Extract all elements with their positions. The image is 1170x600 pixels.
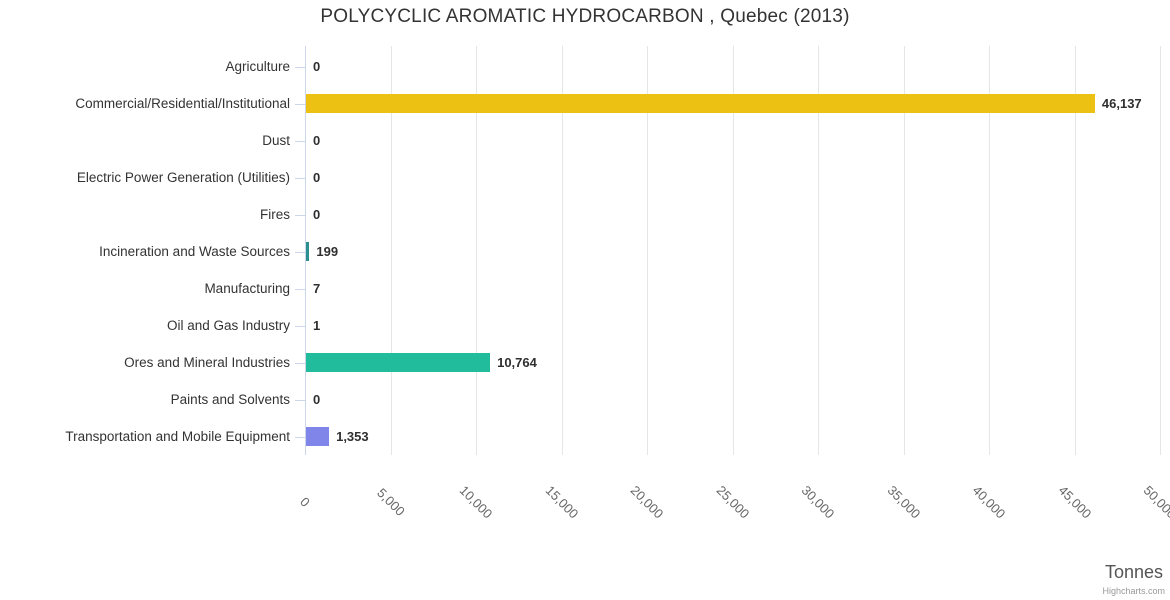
x-gridline [561,46,563,455]
x-axis-tick-label: 15,000 [542,482,581,522]
x-gridline [732,46,734,455]
category-tick [295,289,305,290]
category-label: Dust [262,133,290,148]
x-axis-tick-label: 0 [297,494,313,510]
chart-title: POLYCYCLIC AROMATIC HYDROCARBON , Quebec… [320,6,850,27]
data-label: 0 [313,170,321,185]
data-label: 7 [313,281,321,296]
x-axis-title: Tonnes [1104,562,1163,582]
x-axis-tick-label: 35,000 [884,482,923,522]
x-gridline [818,46,819,455]
data-label: 0 [313,207,321,222]
category-tick [295,326,305,327]
bar-transportation-and-mobile-equipment[interactable] [306,427,330,446]
category-label: Agriculture [225,59,290,74]
x-axis-tick-label: 25,000 [713,482,752,522]
x-axis-tick-label: 45,000 [1055,482,1094,522]
category-label: Electric Power Generation (Utilities) [76,170,290,185]
category-label: Fires [260,207,290,222]
data-label: 10,764 [497,355,537,370]
x-gridline [903,46,905,455]
category-tick [295,104,305,105]
data-label: 1 [313,318,321,333]
x-gridline [390,46,392,455]
category-tick [295,400,305,401]
x-axis-tick-label: 30,000 [798,482,838,522]
category-label: Ores and Mineral Industries [124,355,290,370]
x-axis-tick-label: 5,000 [373,485,408,519]
category-tick [295,178,305,179]
category-label: Transportation and Mobile Equipment [65,429,290,444]
data-label: 199 [316,244,339,259]
x-axis-tick-label: 20,000 [627,482,667,522]
data-label: 0 [313,59,321,74]
data-label: 46,137 [1101,96,1142,111]
category-tick [295,67,305,68]
x-gridline [1160,46,1161,455]
category-tick [295,252,305,253]
x-gridline [1074,46,1076,455]
y-axis-line [305,46,306,455]
bar-incineration-and-waste-sources[interactable] [306,242,310,261]
highcharts-credit-link[interactable]: Highcharts.com [1102,586,1165,596]
category-label: Paints and Solvents [170,392,290,407]
category-label: Manufacturing [204,281,290,296]
x-gridline [989,46,990,455]
category-tick [295,363,305,364]
x-gridline [647,46,648,455]
x-axis-tick-label: 40,000 [969,482,1009,522]
category-label: Incineration and Waste Sources [99,244,290,259]
data-label: 1,353 [336,429,369,444]
bar-ores-and-mineral-industries[interactable] [306,353,491,372]
category-tick [295,437,305,438]
category-tick [295,141,305,142]
data-label: 0 [313,392,321,407]
x-gridline [476,46,477,455]
x-axis-tick-label: 10,000 [456,482,496,522]
data-label: 0 [313,133,321,148]
category-tick [295,215,305,216]
category-label: Oil and Gas Industry [166,318,290,333]
category-label: Commercial/Residential/Institutional [75,96,290,111]
bar-commercial-residential-institutional[interactable] [306,94,1095,113]
x-axis-tick-label: 50,000 [1140,482,1170,522]
